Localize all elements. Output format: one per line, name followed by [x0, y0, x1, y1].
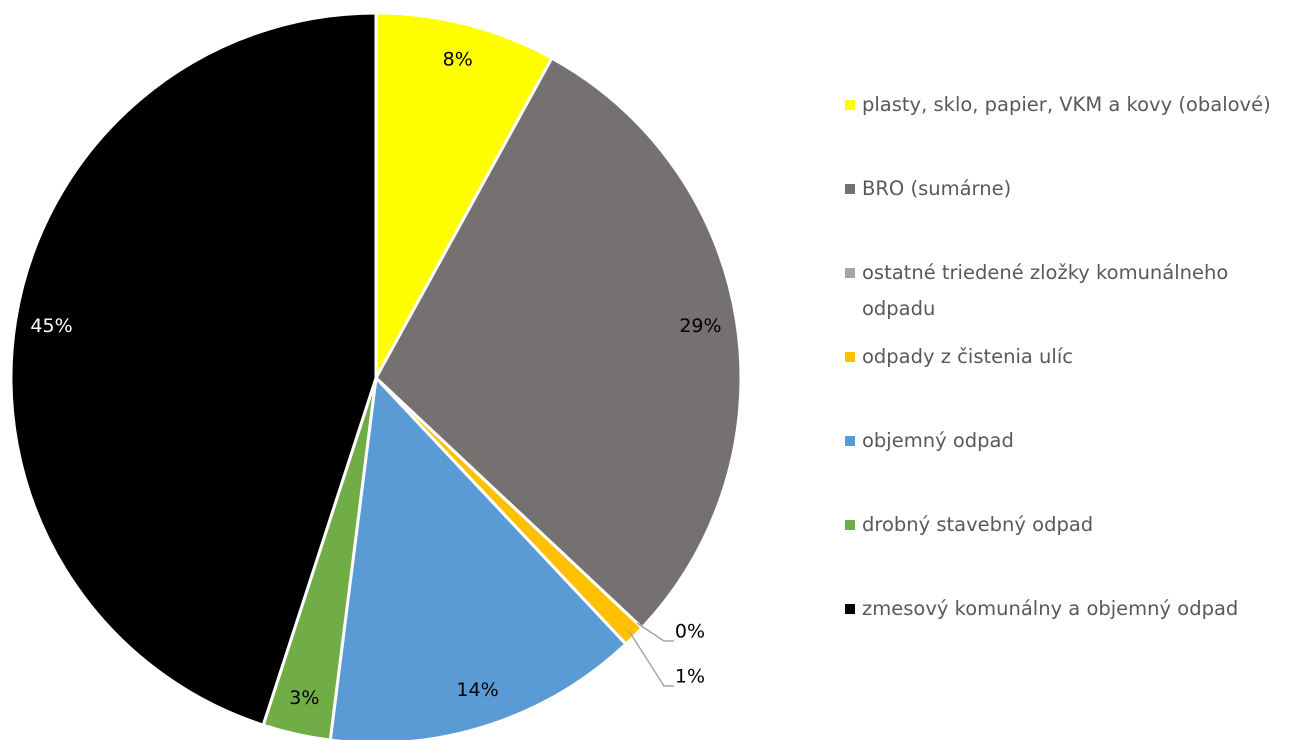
legend-swatch — [845, 184, 855, 194]
data-label: 3% — [289, 687, 319, 709]
legend-label: drobný stavebný odpad — [862, 513, 1094, 536]
pie-slice — [328, 374, 628, 740]
legend-label: ostatné triedené zložky komunálneho odpa… — [862, 261, 1229, 320]
legend-item: plasty, sklo, papier, VKM a kovy (obalov… — [845, 87, 1295, 123]
legend-label: plasty, sklo, papier, VKM a kovy (obalov… — [862, 93, 1271, 116]
pie-slice — [9, 11, 378, 728]
data-label: 14% — [456, 679, 498, 701]
legend-item: odpady z čistenia ulíc — [845, 339, 1295, 375]
pie-slice — [374, 11, 554, 379]
legend-label: zmesový komunálny a objemný odpad — [862, 597, 1239, 620]
pie-slice — [374, 56, 743, 630]
legend-swatch — [845, 436, 855, 446]
pie-area: 8% 29% 0% 1% 14% 3% 45% — [9, 11, 743, 740]
data-label: 0% — [675, 621, 705, 643]
legend-swatch — [845, 520, 855, 530]
legend-label: objemný odpad — [862, 429, 1014, 452]
legend-label: BRO (sumárne) — [862, 177, 1012, 200]
leader-line — [636, 622, 674, 642]
leader-line — [628, 630, 674, 687]
data-label: 8% — [443, 48, 473, 70]
legend-item: objemný odpad — [845, 423, 1295, 459]
legend-swatch — [845, 100, 855, 110]
legend-swatch — [845, 604, 855, 614]
legend-item: zmesový komunálny a objemný odpad — [845, 591, 1295, 627]
data-label: 1% — [675, 666, 705, 688]
legend-swatch — [845, 352, 855, 362]
data-label: 29% — [679, 315, 721, 337]
legend-item: drobný stavebný odpad — [845, 507, 1295, 543]
data-label: 45% — [30, 315, 72, 337]
legend-item: ostatné triedené zložky komunálneho odpa… — [845, 255, 1295, 327]
legend-label: odpady z čistenia ulíc — [862, 345, 1073, 368]
legend-swatch — [845, 268, 855, 278]
legend-item: BRO (sumárne) — [845, 171, 1295, 207]
